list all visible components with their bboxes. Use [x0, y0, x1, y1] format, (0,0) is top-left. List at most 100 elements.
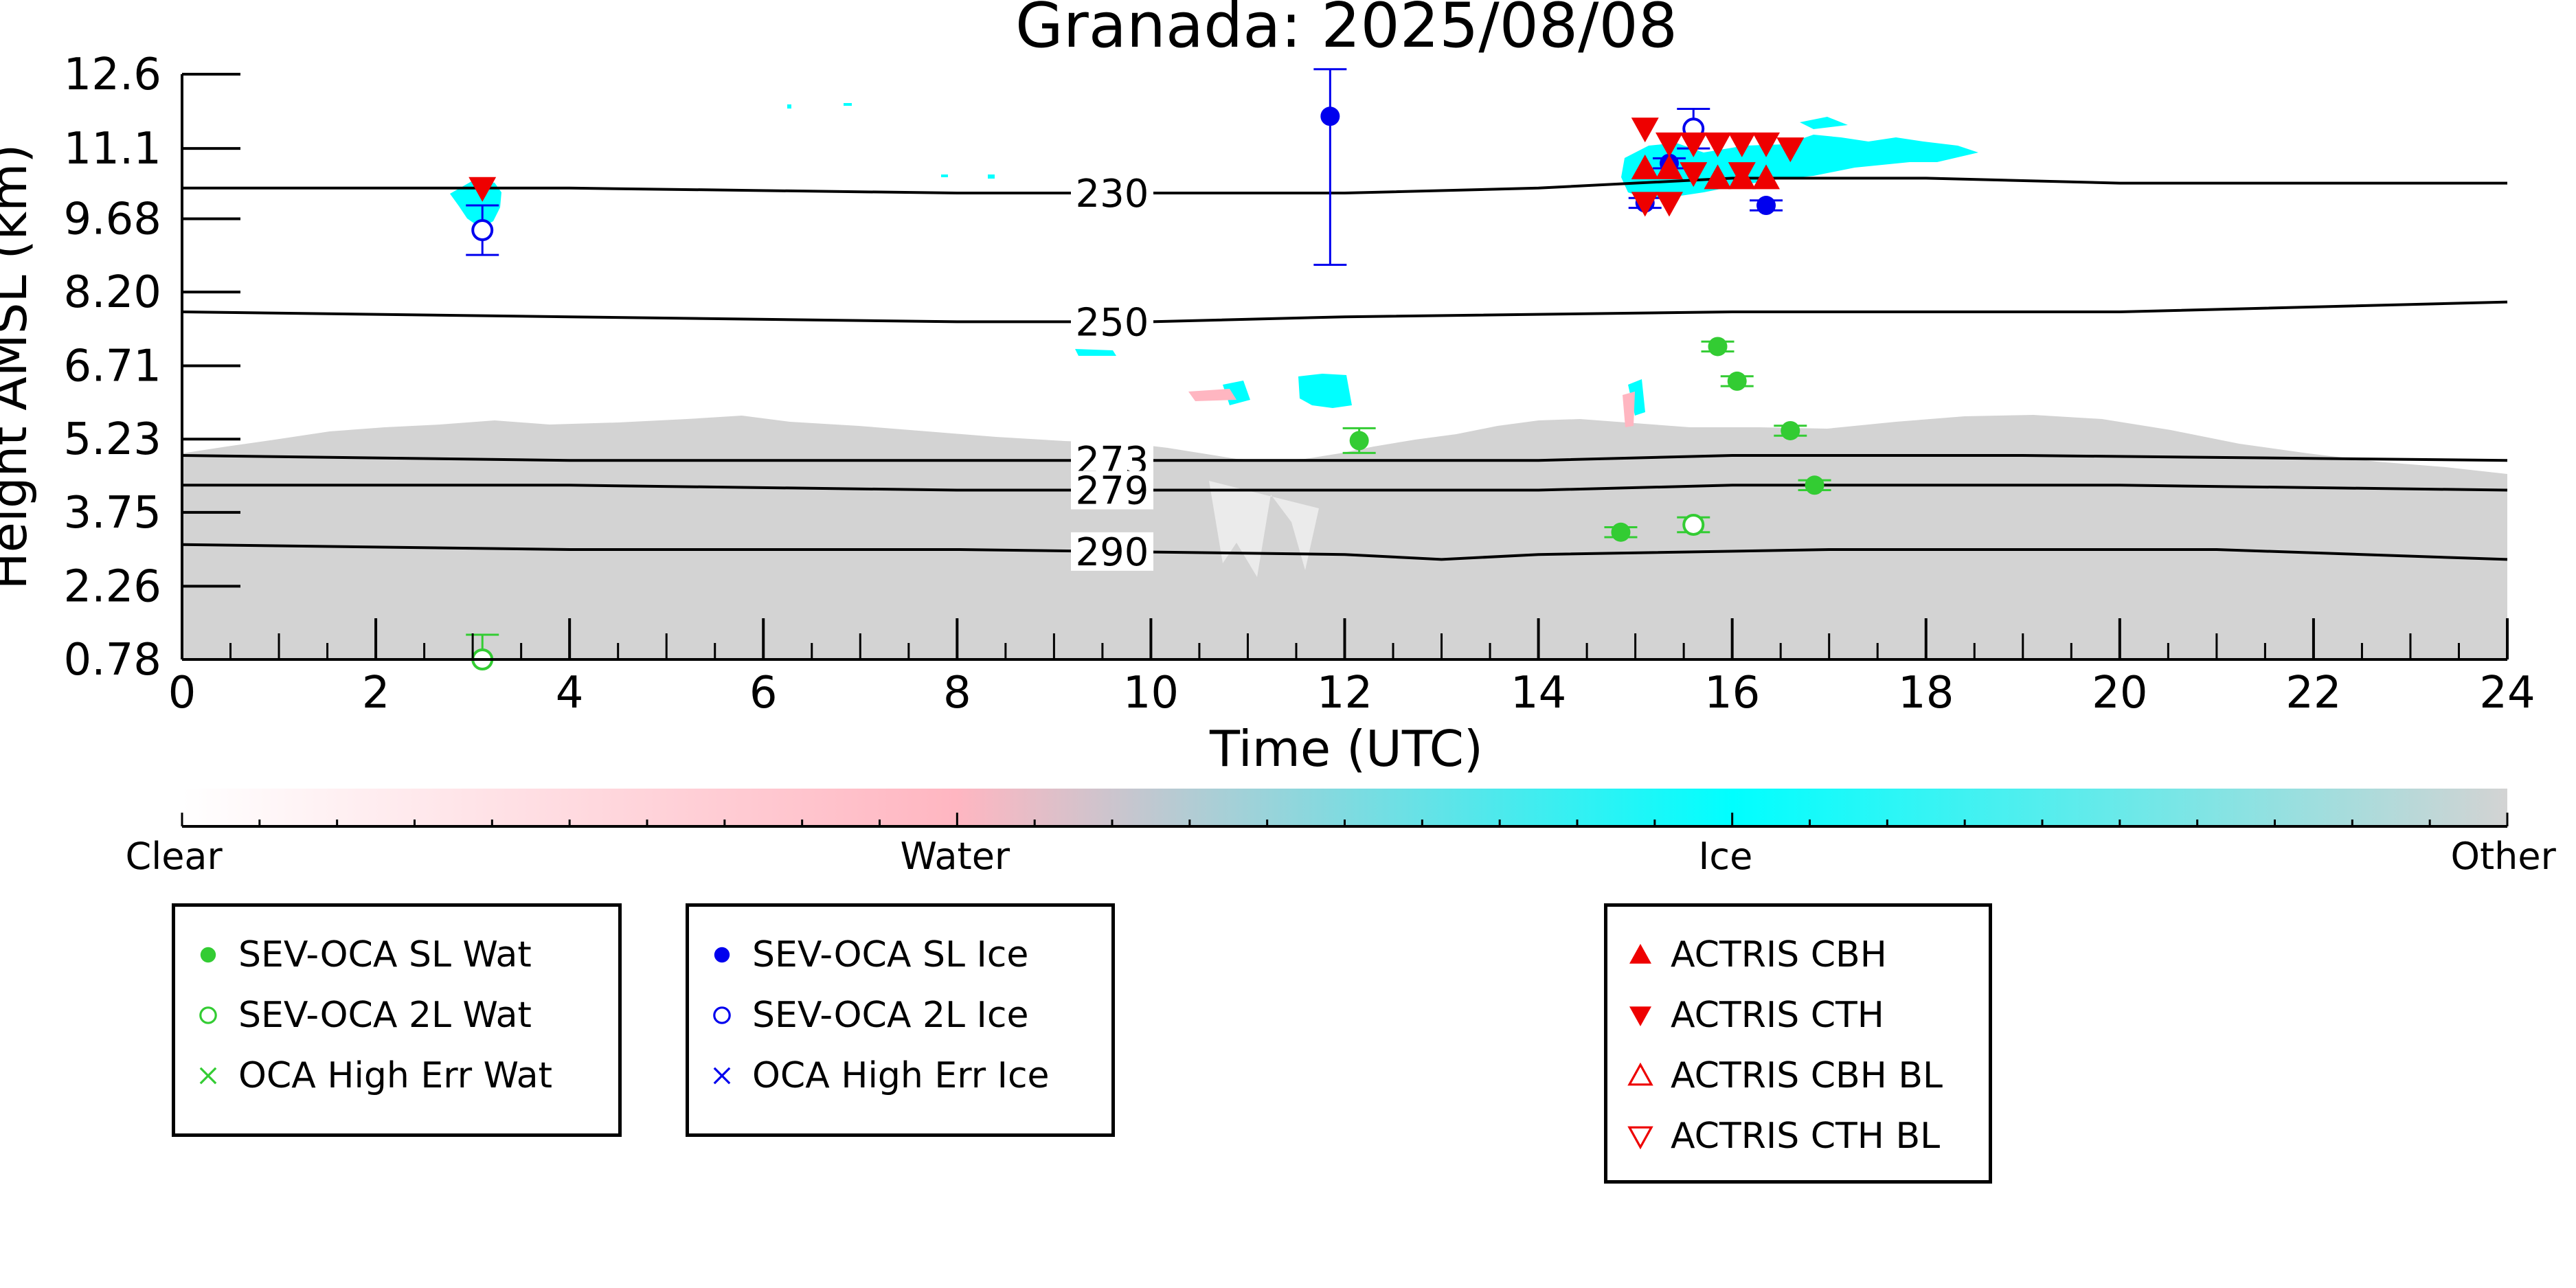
legend-marker-icon — [199, 1067, 217, 1085]
legend-water: SEV-OCA SL Wat SEV-OCA 2L Wat OCA High Err… — [172, 903, 622, 1137]
ice-patch — [1800, 117, 1848, 129]
y-tick-label: 2.26 — [64, 561, 162, 612]
legend-item: ACTRIS CTH — [1620, 988, 1884, 1043]
ice-patch — [941, 174, 948, 177]
actris-cth-point — [1631, 117, 1659, 143]
legend-marker — [714, 947, 730, 963]
y-tick-label: 9.68 — [64, 194, 162, 245]
legend-marker-icon — [1629, 944, 1651, 964]
actris-cbh-point — [1655, 154, 1683, 179]
legend-marker-icon — [713, 1067, 731, 1085]
legend-label: SEV-OCA 2L Wat — [238, 995, 532, 1036]
legend-item: ACTRIS CBH — [1620, 927, 1887, 982]
other-class-region — [182, 415, 2507, 659]
sev-oca-sl-ice-point — [1320, 106, 1340, 126]
x-tick-label: 18 — [1898, 668, 1954, 719]
x-tick-label: 22 — [2285, 668, 2341, 719]
sev-oca-sl-wat-point — [1805, 475, 1824, 495]
legend-item: SEV-OCA 2L Wat — [188, 988, 532, 1043]
legend-label: SEV-OCA SL Wat — [238, 934, 532, 975]
ice-patch — [1075, 349, 1116, 356]
x-tick-label: 20 — [2092, 668, 2147, 719]
legend-label: ACTRIS CBH BL — [1671, 1055, 1943, 1096]
water-patch — [1188, 389, 1236, 401]
x-axis-label: Time (UTC) — [1209, 720, 1483, 778]
sev-oca-sl-wat-point — [1781, 420, 1800, 440]
x-tick-label: 0 — [168, 668, 196, 719]
legend-marker-icon — [199, 1006, 217, 1024]
y-axis-label: Height AMSL (km) — [0, 144, 38, 590]
legend-label: SEV-OCA SL Ice — [752, 934, 1029, 975]
legend-marker — [1629, 1006, 1651, 1026]
x-tick-label: 14 — [1511, 668, 1566, 719]
y-tick-label: 8.20 — [64, 267, 162, 318]
isotherm-line — [181, 543, 2508, 561]
ice-patch — [450, 180, 501, 228]
other-class-gap — [1209, 481, 1319, 577]
legend-marker — [1627, 1126, 1653, 1150]
y-tick-label: 5.23 — [64, 414, 162, 465]
x-tick-label: 2 — [362, 668, 390, 719]
colorbar-label-clear: Clear — [125, 835, 223, 878]
ice-patch — [1298, 374, 1352, 408]
legend-marker — [199, 1006, 217, 1024]
ice-patch — [988, 174, 995, 179]
isotherm-line — [182, 484, 2508, 492]
isotherm-label-bg — [1071, 302, 1153, 341]
actris-cth-point — [1655, 132, 1683, 157]
x-stroke — [199, 1067, 217, 1085]
error-bar — [1313, 68, 1347, 267]
legend-marker — [1627, 1062, 1653, 1086]
x-tick-label: 6 — [749, 668, 778, 719]
colorbar-ticks — [181, 813, 2509, 826]
y-tick-label: 12.6 — [64, 49, 162, 100]
actris-cth-point — [1680, 162, 1708, 188]
y-tick-label: 6.71 — [64, 341, 162, 392]
legend-marker-icon — [714, 947, 730, 963]
x-tick-label: 12 — [1317, 668, 1372, 719]
ice-patch — [844, 103, 852, 106]
isotherm-label: 290 — [1076, 530, 1149, 575]
water-patch — [1623, 392, 1635, 427]
chart-title: Granada: 2025/08/08 — [1015, 0, 1677, 62]
legend-marker-icon — [1627, 1062, 1653, 1086]
ice-patch — [1628, 379, 1645, 416]
sev-oca-sl-wat-point — [1727, 371, 1747, 391]
legend-marker — [713, 1067, 731, 1085]
isotherm-line — [181, 454, 2508, 462]
data-markers — [466, 68, 1831, 670]
sev-oca-sl-ice-point — [1756, 196, 1776, 216]
y-tick-label: 3.75 — [64, 488, 162, 539]
x-tick-label: 8 — [943, 668, 971, 719]
y-axis-ticks: 0.78 2.26 3.75 5.23 6.71 8.20 9.68 11.1 12.6 — [64, 49, 240, 686]
sev-oca-sl-wat-point — [1708, 337, 1728, 357]
legend-marker-icon — [1627, 1126, 1653, 1150]
legend-marker-icon — [713, 1006, 731, 1024]
y-tick-label: 11.1 — [64, 124, 162, 174]
isotherm-label-bg — [1071, 471, 1153, 510]
colorbar — [181, 789, 2509, 828]
isotherm-label: 230 — [1076, 172, 1149, 216]
ice-patch — [787, 104, 791, 109]
legend-marker — [200, 947, 216, 963]
legend-item: SEV-OCA 2L Ice — [701, 988, 1028, 1043]
x-axis-ticks: 0 2 4 6 8 10 12 14 16 18 20 22 24 — [168, 618, 2535, 719]
legend-item: SEV-OCA SL Wat — [188, 927, 532, 982]
sev-oca-sl-wat-point — [1349, 431, 1369, 451]
sev-oca-sl-wat-point — [1611, 522, 1631, 542]
legend-marker — [1629, 944, 1651, 964]
y-tick-label: 0.78 — [64, 635, 162, 686]
actris-cth-point — [1680, 132, 1708, 157]
legend-actris: ACTRIS CBH ACTRIS CTH ACTRIS CBH BL ACTRIS … — [1604, 903, 1992, 1184]
isotherm-label-bg — [1071, 173, 1153, 212]
x-stroke — [713, 1067, 731, 1085]
colorbar-label-ice: Ice — [1698, 835, 1753, 878]
sev-oca-2l-wat-point — [1682, 513, 1705, 536]
actris-cth-point — [1752, 132, 1781, 157]
sev-oca-2l-ice-point — [471, 219, 494, 242]
legend-item: OCA High Err Ice — [701, 1048, 1050, 1103]
x-tick-label: 4 — [556, 668, 584, 719]
actris-cbh-point — [1752, 164, 1781, 190]
legend-ice: SEV-OCA SL Ice SEV-OCA 2L Ice OCA High Err… — [686, 903, 1115, 1137]
